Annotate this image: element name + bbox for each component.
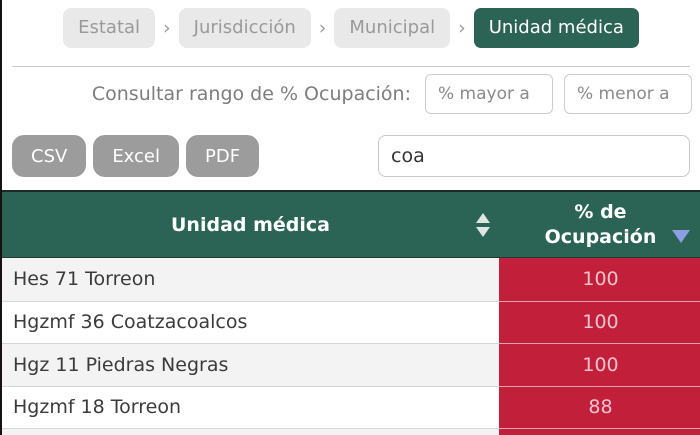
column-header-unidad-medica[interactable]: Unidad médica [2, 192, 499, 257]
pdf-export-button[interactable]: PDF [186, 135, 260, 177]
column-header-ocupacion[interactable]: % de Ocupación [499, 192, 700, 257]
table-row[interactable]: Hgzmf 36 Coatzacoalcos 100 [2, 300, 700, 343]
column-header-label: Unidad médica [171, 213, 330, 236]
table-search-input[interactable] [378, 135, 690, 177]
table-row[interactable]: Hes 71 Torreon 100 [2, 258, 700, 301]
occupancy-cell: 100 [499, 300, 700, 343]
breadcrumb: Estatal › Jurisdicción › Municipal › Uni… [2, 8, 700, 48]
csv-export-button[interactable]: CSV [12, 135, 87, 177]
chevron-right-icon: › [318, 17, 327, 39]
sort-both-icon[interactable] [476, 212, 490, 237]
occupancy-table: Unidad médica % de Ocupación Hes 71 Torr… [2, 190, 700, 435]
occupancy-cell: 100 [499, 258, 700, 301]
table-row[interactable]: Hgz 11 Piedras Negras 100 [2, 343, 700, 386]
breadcrumb-item-unidad-medica[interactable]: Unidad médica [473, 8, 639, 48]
occupancy-range-label: Consultar rango de % Ocupación: [91, 83, 411, 105]
sort-descending-icon[interactable] [672, 229, 690, 243]
occupancy-range-filter: Consultar rango de % Ocupación: [2, 74, 700, 114]
chevron-right-icon: › [163, 17, 171, 39]
export-toolbar: CSV Excel PDF [2, 135, 700, 177]
occupancy-cell: 88 [499, 385, 700, 428]
unit-name-cell: Hgzmf 18 Torreon [2, 385, 499, 428]
table-header: Unidad médica % de Ocupación [2, 190, 700, 258]
table-row-partial [2, 428, 700, 435]
excel-export-button[interactable]: Excel [93, 135, 179, 177]
breadcrumb-item-municipal[interactable]: Municipal [334, 8, 451, 48]
unit-name-cell: Hgz 11 Piedras Negras [2, 343, 499, 386]
occupancy-max-input[interactable] [564, 74, 692, 114]
unit-name-cell: Hgzmf 36 Coatzacoalcos [2, 300, 499, 343]
unit-name-cell: Hes 71 Torreon [2, 258, 499, 301]
occupancy-min-input[interactable] [425, 74, 553, 114]
section-divider [12, 66, 690, 67]
breadcrumb-item-estatal[interactable]: Estatal [63, 8, 156, 48]
chevron-right-icon: › [458, 17, 466, 39]
table-row[interactable]: Hgzmf 18 Torreon 88 [2, 385, 700, 428]
column-header-label: % de Ocupación [544, 200, 657, 248]
occupancy-cell: 100 [499, 343, 700, 386]
breadcrumb-item-jurisdiccion[interactable]: Jurisdicción [178, 8, 311, 48]
table-body: Hes 71 Torreon 100 Hgzmf 36 Coatzacoalco… [2, 258, 700, 428]
